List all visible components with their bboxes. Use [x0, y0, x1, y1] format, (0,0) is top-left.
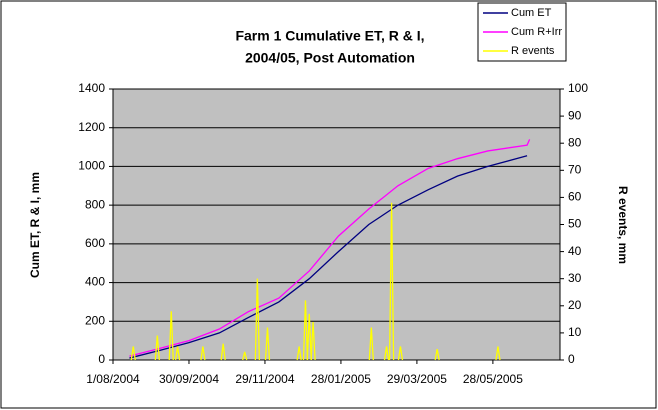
- rain-event: [495, 346, 501, 361]
- y2-tick-label: 10: [568, 325, 582, 339]
- rain-event: [306, 313, 312, 361]
- rain-event: [254, 278, 261, 361]
- y-tick-label: 200: [85, 313, 105, 327]
- rain-event: [264, 327, 271, 361]
- rain-event: [383, 346, 390, 361]
- y2-axis-title: R events, mm: [616, 186, 630, 264]
- rain-event: [130, 346, 136, 361]
- chart-title: 2004/05, Post Automation: [245, 50, 415, 66]
- y-tick-label: 1200: [78, 120, 105, 134]
- y2-tick-label: 80: [568, 135, 582, 149]
- rain-event: [397, 346, 404, 361]
- y-tick-label: 1400: [78, 81, 105, 95]
- legend-label: R events: [511, 45, 555, 57]
- rain-event: [168, 311, 174, 361]
- plot-area: [112, 88, 561, 361]
- legend-label: Cum ET: [511, 7, 552, 19]
- rain-event: [388, 202, 395, 361]
- rain-event: [154, 335, 160, 361]
- x-tick-label: 30/09/2004: [159, 372, 219, 386]
- series-line: [129, 155, 528, 359]
- y2-tick-label: 30: [568, 271, 582, 285]
- y-tick-label: 800: [85, 197, 105, 211]
- rain-event: [368, 327, 374, 361]
- y-tick-label: 1000: [78, 159, 105, 173]
- y2-tick-label: 100: [568, 81, 588, 95]
- y-tick-label: 400: [85, 275, 105, 289]
- x-tick-label: 29/03/2005: [387, 372, 447, 386]
- y2-tick-label: 40: [568, 244, 582, 258]
- x-tick-label: 28/01/2005: [311, 372, 371, 386]
- rain-event: [242, 351, 248, 361]
- rain-event: [220, 343, 226, 361]
- legend-label: Cum R+Irr: [511, 26, 562, 38]
- series-line: [129, 139, 531, 357]
- rain-event: [174, 346, 181, 361]
- y2-tick-label: 20: [568, 298, 582, 312]
- x-tick-label: 29/11/2004: [235, 372, 294, 386]
- rain-event: [434, 349, 440, 361]
- x-tick-label: 1/08/2004: [86, 372, 140, 386]
- y-tick-label: 0: [98, 352, 105, 366]
- legend: Cum ET Cum R+Irr R events: [477, 2, 567, 62]
- y-axis-title: Cum ET, R & I, mm: [28, 172, 42, 278]
- y2-tick-label: 90: [568, 108, 582, 122]
- rain-event: [302, 300, 309, 361]
- y-tick-label: 600: [85, 236, 105, 250]
- rain-event: [200, 346, 206, 361]
- y2-tick-label: 50: [568, 217, 582, 231]
- rain-event: [296, 346, 302, 361]
- rain-event: [310, 322, 316, 361]
- y2-tick-label: 60: [568, 190, 582, 204]
- y2-tick-label: 70: [568, 162, 582, 176]
- x-tick-label: 28/05/2005: [463, 372, 523, 386]
- chart-title: Farm 1 Cumulative ET, R & I,: [235, 28, 424, 44]
- y2-tick-label: 0: [568, 352, 575, 366]
